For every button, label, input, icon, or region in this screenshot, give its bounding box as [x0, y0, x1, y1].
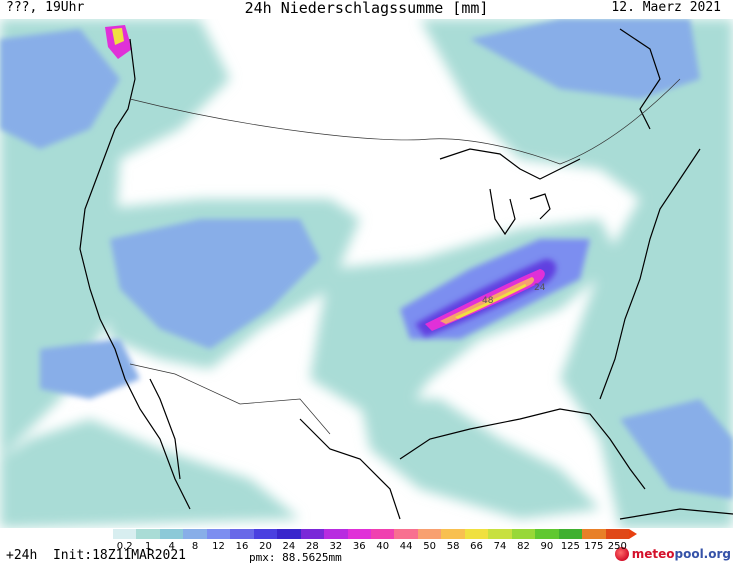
color-scale-arrow — [629, 529, 637, 539]
color-scale-segment — [582, 529, 607, 539]
color-scale-segment — [488, 529, 513, 539]
color-scale-tick-label: 66 — [470, 541, 483, 552]
color-scale-tick-label: 8 — [191, 541, 199, 552]
logo-text: meteopool.org — [632, 547, 731, 561]
max-label-b: 24 — [534, 283, 546, 293]
color-scale-segment — [394, 529, 419, 539]
color-scale-tick-label: 20 — [259, 541, 272, 552]
color-scale-tick-label: 12 — [212, 541, 225, 552]
color-scale-tick-label: 175 — [584, 541, 604, 552]
color-scale-tick-label: 50 — [423, 541, 436, 552]
color-scale-tick-label: 58 — [446, 541, 460, 552]
date-label: 12. Maerz 2021 — [611, 0, 721, 15]
color-scale-tick-label: 125 — [560, 541, 580, 552]
color-scale-segment — [230, 529, 255, 539]
max-label-a: 48 — [482, 296, 494, 306]
color-scale-tick-label: 4 — [168, 541, 175, 552]
color-scale-tick-label: 28 — [305, 541, 319, 552]
political-borders — [129, 78, 681, 435]
precipitation-map: 48 24 — [0, 19, 733, 528]
color-scale-segment — [324, 529, 349, 539]
color-scale-segment — [347, 529, 372, 539]
color-scale-segment — [535, 529, 560, 539]
color-scale-segment — [253, 529, 278, 539]
color-scale-segment — [159, 529, 184, 539]
color-scale-segment — [113, 529, 137, 539]
color-scale-segment — [441, 529, 466, 539]
color-scale-segment — [464, 529, 489, 539]
color-scale-segment — [277, 529, 302, 539]
logo-icon — [614, 547, 629, 561]
color-scale-segment — [136, 529, 161, 539]
color-scale-bar — [113, 529, 630, 539]
color-scale-segment — [511, 529, 536, 539]
color-scale-segment — [206, 529, 231, 539]
color-scale-segment — [605, 529, 630, 539]
color-scale-tick-label: 24 — [282, 541, 296, 552]
color-scale-tick-label: 0.2 — [116, 541, 133, 552]
color-scale-segment — [417, 529, 442, 539]
color-scale-segment — [300, 529, 325, 539]
valid-time-label: ???, 19Uhr — [6, 0, 85, 15]
color-scale-tick-label: 250 — [607, 541, 627, 552]
color-scale-segment — [371, 529, 395, 539]
logo-text-a: meteo — [631, 547, 675, 561]
color-scale-tick-label: 74 — [493, 541, 507, 552]
color-scale-tick-label: 44 — [399, 541, 413, 552]
color-scale-tick-label: 16 — [235, 541, 249, 552]
color-scale-tick-label: 32 — [329, 541, 343, 552]
init-time-label: +24h Init:18Z11MAR2021 — [6, 548, 187, 563]
color-scale-tick-label: 36 — [352, 541, 366, 552]
color-scale-segment — [183, 529, 208, 539]
color-scale-tick-label: 90 — [540, 541, 554, 552]
color-scale-segment — [558, 529, 583, 539]
meteopool-logo[interactable]: meteopool.org — [614, 545, 731, 563]
map-title: 24h Niederschlagssumme [mm] — [244, 0, 489, 17]
coastlines — [79, 28, 733, 520]
logo-text-b: pool.org — [674, 547, 731, 561]
precip-intense-band — [105, 25, 557, 337]
max-value-label: pmx: 88.5625mm — [249, 551, 342, 564]
color-scale-tick-label: 40 — [376, 541, 390, 552]
color-scale-tick-label: 1 — [144, 541, 152, 552]
color-scale-tick-label: 82 — [517, 541, 530, 552]
